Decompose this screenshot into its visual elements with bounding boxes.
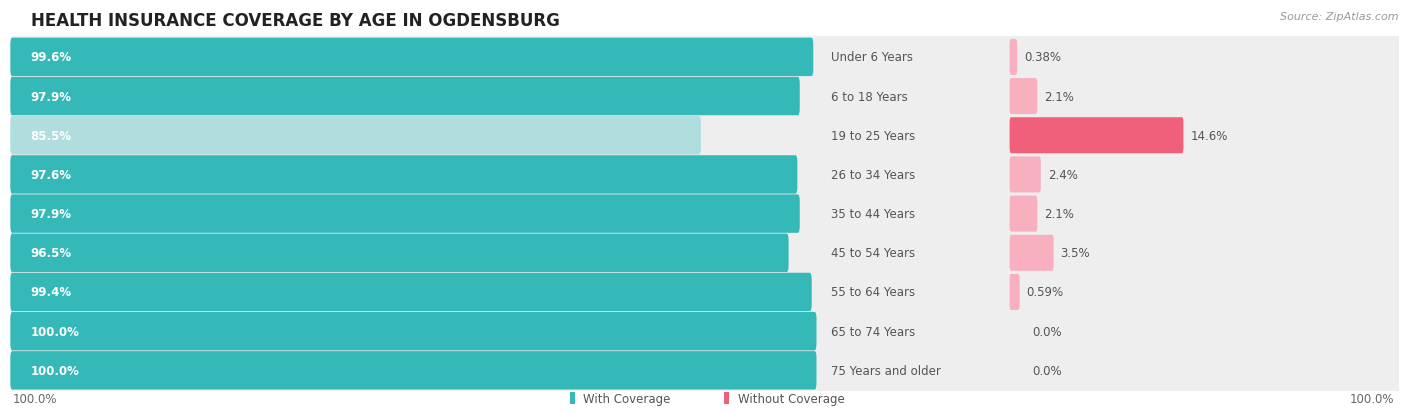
Text: 96.5%: 96.5% bbox=[31, 247, 72, 260]
Text: 0.0%: 0.0% bbox=[1032, 325, 1062, 338]
FancyBboxPatch shape bbox=[10, 311, 1406, 352]
Text: Under 6 Years: Under 6 Years bbox=[831, 51, 912, 64]
FancyBboxPatch shape bbox=[10, 351, 817, 389]
FancyBboxPatch shape bbox=[10, 117, 702, 155]
Text: 97.9%: 97.9% bbox=[31, 90, 72, 103]
Text: 45 to 54 Years: 45 to 54 Years bbox=[831, 247, 915, 260]
FancyBboxPatch shape bbox=[1010, 235, 1053, 271]
FancyBboxPatch shape bbox=[1010, 40, 1017, 76]
Text: Source: ZipAtlas.com: Source: ZipAtlas.com bbox=[1281, 12, 1399, 22]
FancyBboxPatch shape bbox=[10, 312, 817, 351]
Text: 2.1%: 2.1% bbox=[1045, 90, 1074, 103]
FancyBboxPatch shape bbox=[10, 154, 1406, 196]
Text: With Coverage: With Coverage bbox=[583, 392, 671, 405]
Text: 100.0%: 100.0% bbox=[1350, 392, 1393, 405]
FancyBboxPatch shape bbox=[10, 273, 811, 311]
Text: 97.6%: 97.6% bbox=[31, 169, 72, 181]
Text: 3.5%: 3.5% bbox=[1060, 247, 1090, 260]
FancyBboxPatch shape bbox=[10, 76, 1406, 118]
FancyBboxPatch shape bbox=[10, 193, 1406, 235]
Text: 99.6%: 99.6% bbox=[31, 51, 72, 64]
Text: 26 to 34 Years: 26 to 34 Years bbox=[831, 169, 915, 181]
FancyBboxPatch shape bbox=[10, 195, 800, 233]
Text: 14.6%: 14.6% bbox=[1191, 129, 1227, 142]
Text: 0.59%: 0.59% bbox=[1026, 286, 1064, 299]
Text: 100.0%: 100.0% bbox=[13, 392, 56, 405]
Text: 99.4%: 99.4% bbox=[31, 286, 72, 299]
Text: 97.9%: 97.9% bbox=[31, 208, 72, 221]
FancyBboxPatch shape bbox=[1010, 196, 1038, 232]
FancyBboxPatch shape bbox=[10, 233, 1406, 274]
Text: 100.0%: 100.0% bbox=[31, 364, 79, 377]
FancyBboxPatch shape bbox=[10, 78, 800, 116]
FancyBboxPatch shape bbox=[1010, 118, 1184, 154]
Text: 65 to 74 Years: 65 to 74 Years bbox=[831, 325, 915, 338]
Text: 6 to 18 Years: 6 to 18 Years bbox=[831, 90, 907, 103]
FancyBboxPatch shape bbox=[10, 156, 797, 194]
Text: 75 Years and older: 75 Years and older bbox=[831, 364, 941, 377]
Text: 35 to 44 Years: 35 to 44 Years bbox=[831, 208, 915, 221]
FancyBboxPatch shape bbox=[10, 350, 1406, 391]
Text: HEALTH INSURANCE COVERAGE BY AGE IN OGDENSBURG: HEALTH INSURANCE COVERAGE BY AGE IN OGDE… bbox=[31, 12, 560, 30]
Text: 2.1%: 2.1% bbox=[1045, 208, 1074, 221]
Text: 0.0%: 0.0% bbox=[1032, 364, 1062, 377]
Text: 85.5%: 85.5% bbox=[31, 129, 72, 142]
Text: Without Coverage: Without Coverage bbox=[738, 392, 844, 405]
FancyBboxPatch shape bbox=[10, 234, 789, 272]
FancyBboxPatch shape bbox=[1010, 79, 1038, 115]
FancyBboxPatch shape bbox=[10, 37, 1406, 78]
FancyBboxPatch shape bbox=[10, 115, 1406, 157]
Text: 0.38%: 0.38% bbox=[1024, 51, 1062, 64]
FancyBboxPatch shape bbox=[10, 271, 1406, 313]
Text: 19 to 25 Years: 19 to 25 Years bbox=[831, 129, 915, 142]
Text: 100.0%: 100.0% bbox=[31, 325, 79, 338]
Text: 2.4%: 2.4% bbox=[1047, 169, 1077, 181]
FancyBboxPatch shape bbox=[1010, 157, 1040, 193]
FancyBboxPatch shape bbox=[724, 392, 730, 405]
FancyBboxPatch shape bbox=[10, 38, 813, 77]
FancyBboxPatch shape bbox=[569, 392, 575, 405]
Text: 55 to 64 Years: 55 to 64 Years bbox=[831, 286, 915, 299]
FancyBboxPatch shape bbox=[1010, 274, 1019, 310]
